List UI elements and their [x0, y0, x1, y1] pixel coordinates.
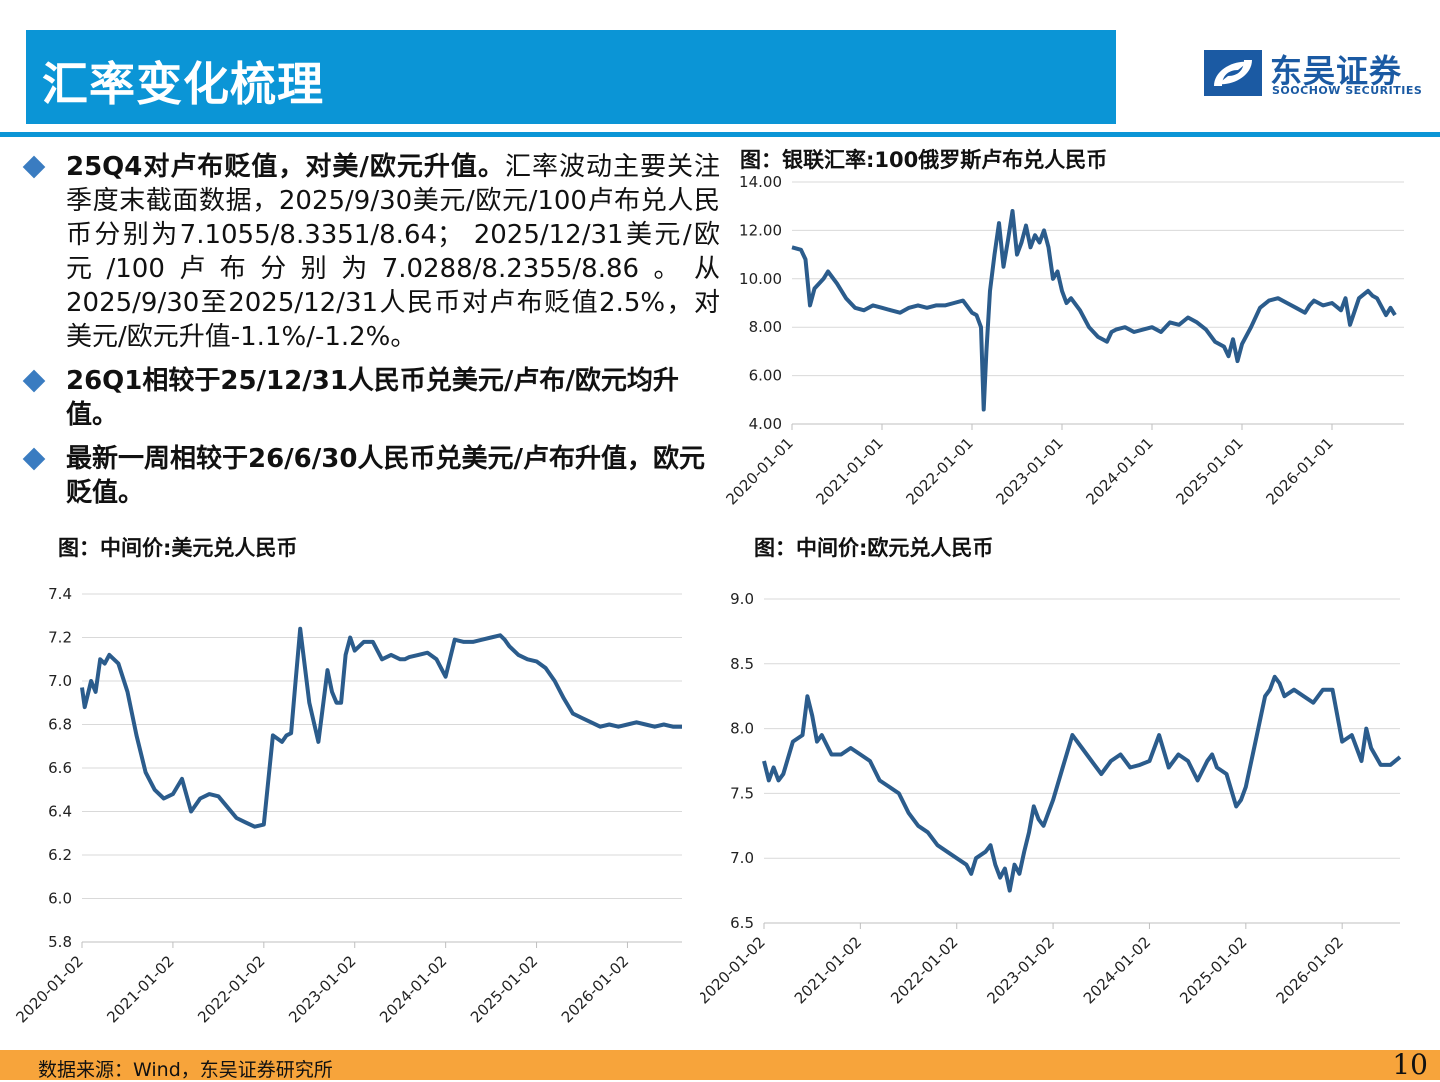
x-tick-label: 2020-01-02 — [700, 933, 769, 1007]
logo-english-name: SOOCHOW SECURITIES — [1272, 84, 1423, 97]
bullet-item: 26Q1相较于25/12/31人民币兑美元/卢布/欧元均升值。 — [20, 364, 720, 432]
x-tick-label: 2021-01-02 — [791, 933, 865, 1007]
y-tick-label: 7.4 — [48, 585, 72, 603]
x-tick-label: 2025-01-01 — [1172, 434, 1246, 508]
soochow-logo-icon — [1204, 50, 1262, 96]
title-bar: 汇率变化梳理 — [26, 30, 1116, 124]
y-tick-label: 6.2 — [48, 846, 72, 864]
footer-bar: 数据来源：Wind，东吴证券研究所 10 — [0, 1048, 1440, 1081]
y-tick-label: 10.00 — [739, 270, 782, 288]
bullet-item: 25Q4对卢布贬值，对美/欧元升值。汇率波动主要关注季度末截面数据，2025/9… — [20, 150, 720, 354]
diamond-bullet-icon — [22, 155, 46, 179]
diamond-bullet-icon — [22, 369, 46, 393]
logo-chinese-name: 东吴证券 — [1270, 52, 1403, 90]
y-tick-label: 8.0 — [730, 720, 754, 738]
y-tick-label: 5.8 — [48, 933, 72, 951]
chart-title-rub: 图：银联汇率:100俄罗斯卢布兑人民币 — [740, 148, 1108, 172]
series-line — [80, 626, 682, 829]
x-tick-label: 2025-01-02 — [1176, 933, 1250, 1007]
x-tick-label: 2026-01-02 — [1273, 933, 1347, 1007]
y-tick-label: 6.5 — [730, 914, 754, 932]
diamond-bullet-icon — [22, 447, 46, 471]
x-tick-label: 2022-01-02 — [887, 933, 961, 1007]
x-tick-label: 2022-01-02 — [194, 952, 268, 1026]
y-tick-label: 7.0 — [730, 849, 754, 867]
y-tick-label: 6.00 — [749, 367, 782, 385]
bullet-text: 汇率波动主要关注季度末截面数据，2025/9/30美元/欧元/100卢布兑人民币… — [66, 152, 720, 352]
data-source: 数据来源：Wind，东吴证券研究所 — [38, 1059, 333, 1081]
series-line — [762, 674, 1402, 893]
company-logo: 东吴证券 SOOCHOW SECURITIES — [1204, 46, 1423, 102]
x-tick-label: 2020-01-02 — [12, 952, 86, 1026]
y-tick-label: 8.00 — [749, 318, 782, 336]
page-title: 汇率变化梳理 — [42, 57, 324, 111]
page-number: 10 — [1392, 1048, 1428, 1081]
y-tick-label: 6.8 — [48, 716, 72, 734]
x-tick-label: 2026-01-01 — [1262, 434, 1336, 508]
x-tick-label: 2023-01-01 — [992, 434, 1066, 508]
x-tick-label: 2022-01-01 — [902, 434, 976, 508]
x-tick-label: 2024-01-02 — [376, 952, 450, 1026]
y-tick-label: 7.2 — [48, 629, 72, 647]
bullet-item: 最新一周相较于26/6/30人民币兑美元/卢布升值，欧元贬值。 — [20, 442, 720, 510]
x-tick-label: 2023-01-02 — [285, 952, 359, 1026]
x-tick-label: 2024-01-01 — [1082, 434, 1156, 508]
x-tick-label: 2021-01-01 — [812, 434, 886, 508]
bullet-heading: 26Q1相较于25/12/31人民币兑美元/卢布/欧元均升值。 — [66, 366, 679, 430]
x-tick-label: 2025-01-02 — [467, 952, 541, 1026]
chart-title-usd: 图：中间价:美元兑人民币 — [58, 536, 298, 560]
chart-eur: 6.5 7.0 7.5 8.0 8.5 9.0 2020-01-02 2021-01-02 20… — [700, 590, 1402, 1007]
y-tick-label: 4.00 — [749, 415, 782, 433]
bullet-heading: 最新一周相较于26/6/30人民币兑美元/卢布升值，欧元贬值。 — [66, 444, 705, 508]
header-divider — [0, 132, 1440, 137]
x-tick-label: 2020-01-01 — [722, 434, 796, 508]
y-tick-label: 6.6 — [48, 759, 72, 777]
y-tick-label: 6.4 — [48, 803, 72, 821]
x-tick-label: 2024-01-02 — [1080, 933, 1154, 1007]
x-tick-label: 2026-01-02 — [558, 952, 632, 1026]
y-tick-label: 12.00 — [739, 221, 782, 239]
y-tick-label: 7.0 — [48, 672, 72, 690]
y-tick-label: 8.5 — [730, 655, 754, 673]
bullet-heading: 25Q4对卢布贬值，对美/欧元升值。 — [66, 152, 505, 182]
series-line — [791, 209, 1397, 412]
chart-title-eur: 图：中间价:欧元兑人民币 — [754, 536, 994, 560]
y-tick-label: 9.0 — [730, 590, 754, 608]
bullet-list: 25Q4对卢布贬值，对美/欧元升值。汇率波动主要关注季度末截面数据，2025/9… — [20, 150, 720, 520]
y-tick-label: 6.0 — [48, 890, 72, 908]
x-tick-label: 2021-01-02 — [103, 952, 177, 1026]
y-tick-label: 14.00 — [739, 173, 782, 191]
x-tick-label: 2023-01-02 — [984, 933, 1058, 1007]
y-tick-label: 7.5 — [730, 784, 754, 802]
